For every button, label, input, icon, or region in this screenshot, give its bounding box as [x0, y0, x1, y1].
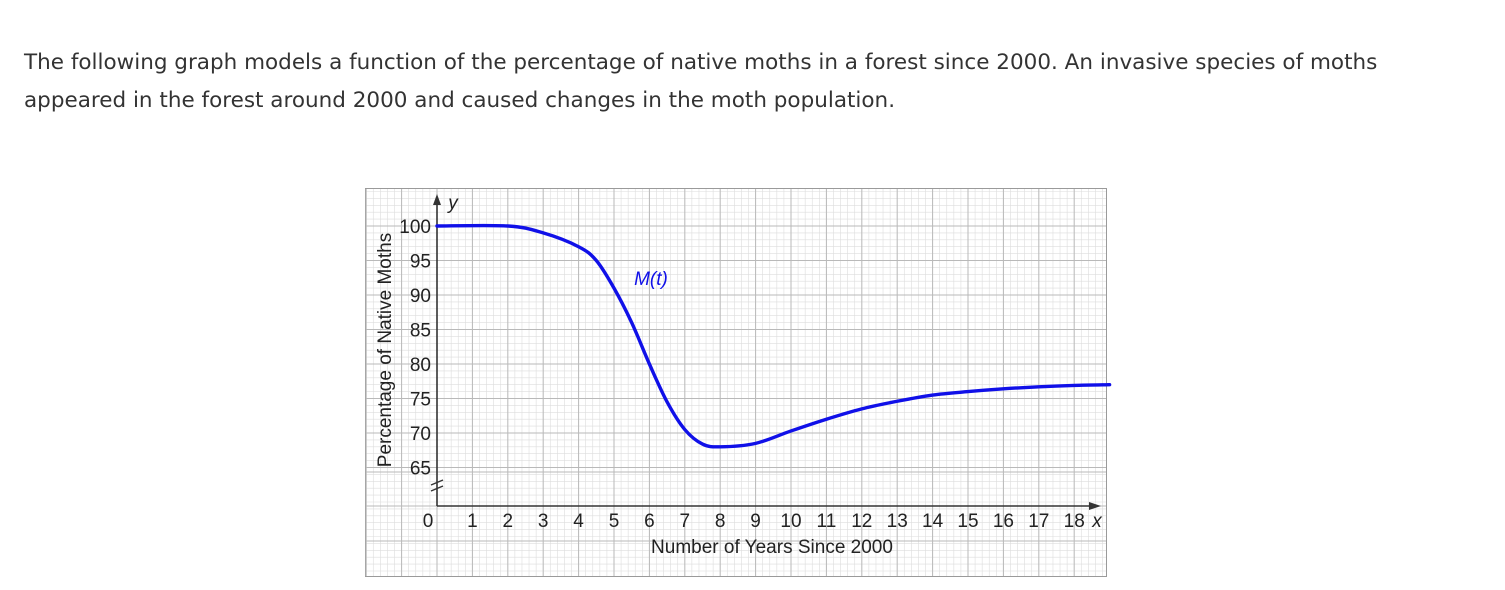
axis-break-mark: [430, 479, 444, 486]
y-tick-label: 70: [410, 424, 431, 445]
x-tick-label: 12: [851, 511, 872, 532]
x-tick-label: 7: [680, 511, 691, 532]
y-tick-label: 95: [410, 252, 431, 273]
x-tick-label: 15: [957, 511, 978, 532]
y-tick-label: 65: [410, 459, 431, 480]
y-tick-label: 90: [410, 286, 431, 307]
x-tick-label: 13: [887, 511, 908, 532]
y-axis-arrow: [433, 194, 441, 205]
x-tick-label: 18: [1064, 511, 1085, 532]
x-axis-title: Number of Years Since 2000: [651, 537, 893, 558]
y-tick-label: 75: [410, 390, 431, 411]
x-tick-label: 4: [573, 511, 584, 532]
x-tick-label: 6: [644, 511, 655, 532]
x-tick-label: 1: [467, 511, 478, 532]
grid: [365, 189, 1106, 576]
y-tick-label: 100: [399, 217, 431, 238]
x-axis-letter: x: [1091, 511, 1103, 532]
intro-text: The following graph models a function of…: [24, 50, 1378, 113]
x-tick-label: 5: [609, 511, 620, 532]
y-axis-letter: y: [446, 193, 459, 214]
x-tick-label: 11: [817, 511, 837, 532]
series-layer: [435, 223, 1112, 449]
x-tick-label: 10: [780, 511, 801, 532]
x-tick-label: 8: [715, 511, 726, 532]
x-tick-label: 16: [993, 511, 1014, 532]
x-tick-label: 2: [503, 511, 514, 532]
y-axis-title: Percentage of Native Moths: [375, 233, 396, 467]
x-tick-label: 14: [922, 511, 944, 532]
x-tick-label: 9: [750, 511, 761, 532]
series-line-m-of-t: [435, 223, 1112, 449]
y-tick-label: 80: [410, 355, 431, 376]
axes: [430, 194, 1101, 510]
axis-break-mark: [430, 485, 444, 492]
curve-label: M(t): [634, 269, 668, 290]
x-tick-label: 17: [1028, 511, 1049, 532]
y-tick-label: 85: [410, 321, 431, 342]
x-tick-label: 3: [538, 511, 549, 532]
x-axis-arrow: [1089, 502, 1101, 510]
graph-paper-border: [365, 188, 1107, 577]
x-tick-label: 0: [423, 511, 434, 532]
